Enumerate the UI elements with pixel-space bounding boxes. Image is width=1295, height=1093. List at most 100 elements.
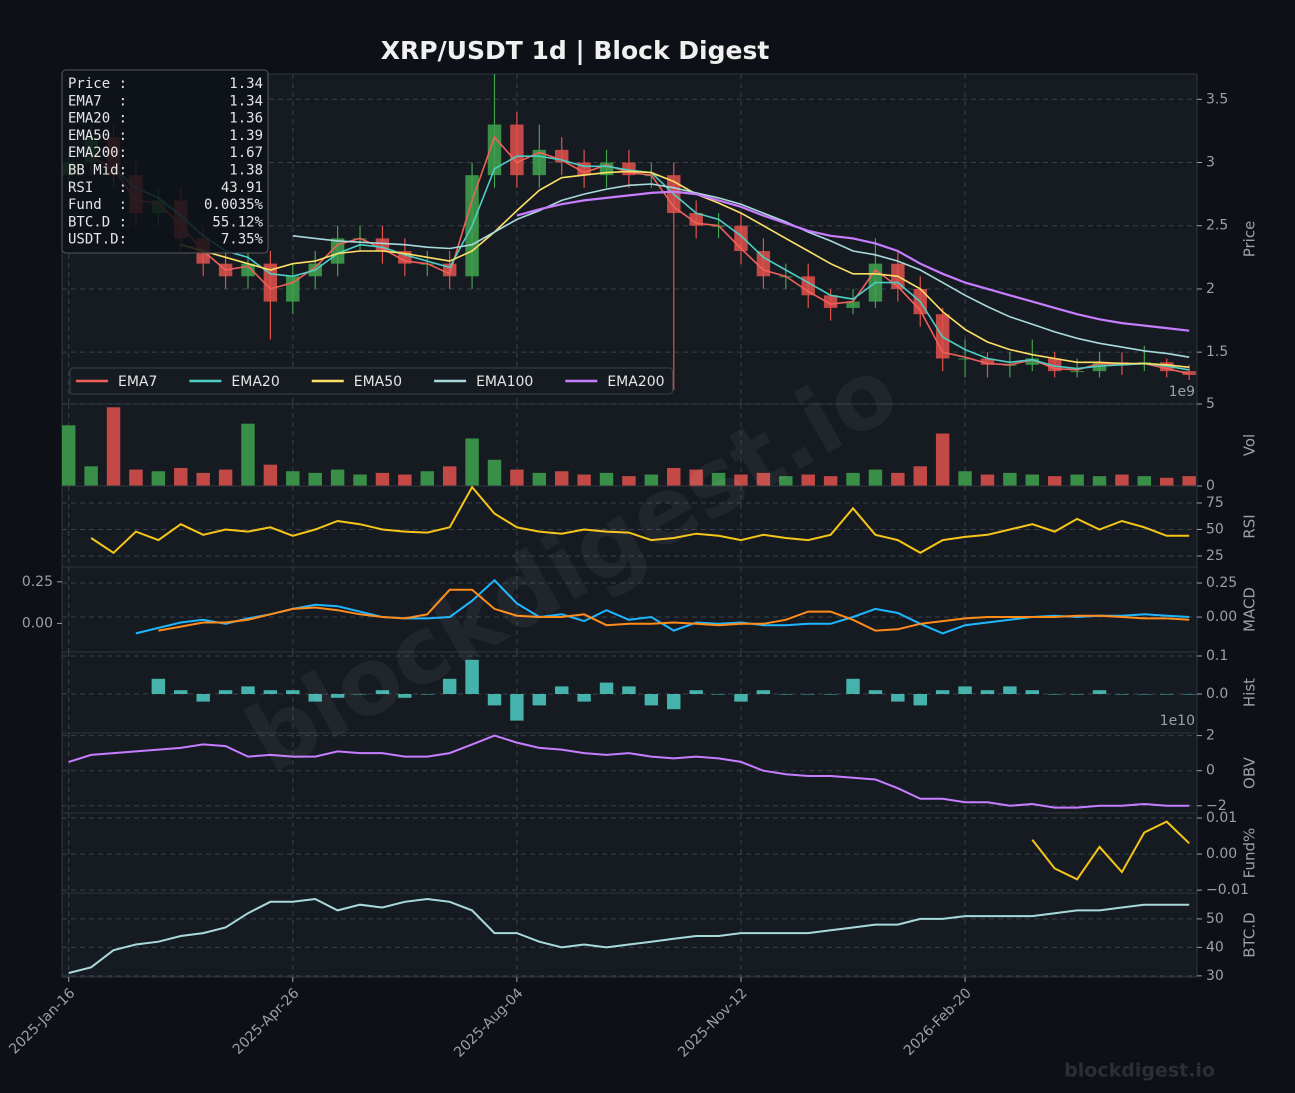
info-label: USDT.D: [68,232,127,248]
bar [667,694,681,710]
bar [286,471,300,486]
bar [1160,694,1174,695]
bar [734,694,748,702]
bar [263,690,278,695]
bar [756,690,771,695]
bar [913,466,927,486]
info-value: 1.38 [229,163,263,179]
panel: −2 0 2 OBV 1e10 [61,713,1259,814]
candle-body [510,124,524,176]
bar [980,474,995,486]
bar [801,474,815,486]
offset-label: 1e10 [1160,713,1195,729]
y-tick-label: 1.5 [1206,344,1228,360]
bar [622,476,636,486]
candle-body [263,263,278,302]
candle-body [823,295,838,308]
bar [1115,474,1129,486]
panel: 30 40 50 BTC.D [61,892,1259,984]
legend-label: EMA20 [231,374,279,390]
chart-title: XRP/USDT 1d | Block Digest [381,36,770,65]
bar [756,472,771,486]
info-label: BTC.D : [68,214,127,230]
bar [554,471,569,486]
y-tick-label: 0.00 [1206,846,1237,862]
bar [1182,694,1196,695]
bar [330,694,345,698]
y-tick-label: 0.0 [1206,686,1228,702]
y-axis-label: BTC.D [1241,912,1259,957]
bar [532,472,547,486]
y-axis-label: OBV [1241,756,1259,789]
y-axis-label: RSI [1241,514,1259,538]
bar [1137,694,1152,695]
footer: blockdigest.io [1064,1060,1215,1082]
y-tick-label: 0.1 [1206,648,1228,664]
panel-background [61,812,1198,894]
bar [510,694,524,721]
y-tick-label: 0.25 [1206,575,1237,591]
y-tick-label: 0 [1206,763,1215,779]
bar [487,459,502,486]
bar [1182,476,1196,486]
bar [420,471,434,486]
info-value: 1.34 [229,76,263,92]
bar [1092,476,1107,486]
bar [1047,476,1062,486]
bar [868,469,883,486]
bar [846,678,860,695]
panels: 1.522.533.5Price05Vol1e9255075RSI0.000.2… [22,73,1259,984]
bar [958,686,972,695]
y2-tick-label: 0.25 [22,574,53,590]
bar [510,469,524,486]
bar [420,694,434,695]
bar [711,694,726,695]
bar [106,407,121,486]
panel: 0.0 0.1 Hist [61,648,1259,734]
info-label: EMA200: [68,145,127,161]
candle-body [846,301,860,308]
bar [62,425,76,486]
bar [689,690,703,695]
bar [353,474,367,486]
panel-background [61,732,1198,814]
info-label: Fund : [68,197,127,213]
bar [1070,474,1084,486]
bar [554,686,569,695]
bar [846,472,860,486]
bar [442,466,457,486]
bar [891,694,905,702]
y-tick-label: 30 [1206,968,1224,984]
offset-label: 1e9 [1169,384,1195,400]
ema-line [516,190,1190,332]
bar [174,467,188,486]
info-value: 1.36 [229,111,263,127]
y2-tick-label: 0.00 [22,615,53,631]
legend-label: EMA50 [354,374,402,390]
candle-body [1025,358,1040,365]
bar [891,472,905,486]
bar [465,659,479,695]
bar [375,690,390,695]
ema-line [180,170,1190,369]
info-value: 55.12% [212,214,263,230]
bar [711,472,726,486]
candle-body [756,251,771,277]
bar [779,694,793,695]
y-axis-label: Price [1241,221,1259,258]
y-tick-label: 0.00 [1206,609,1237,625]
line [158,588,1190,632]
info-value: 0.0035% [204,197,264,213]
info-box-background [61,69,269,254]
line [68,897,1190,974]
bar [286,690,300,695]
bar [913,694,927,706]
bar [330,469,345,486]
legend: EMA7 EMA20 EMA50 EMA100 EMA200 [69,367,674,395]
panel: 25 50 75 RSI [61,485,1259,568]
bar [398,474,412,486]
y-tick-label: −0.01 [1206,882,1249,898]
panel: 0 5 Vol 1e9 [61,384,1259,494]
candle-body [286,276,300,302]
